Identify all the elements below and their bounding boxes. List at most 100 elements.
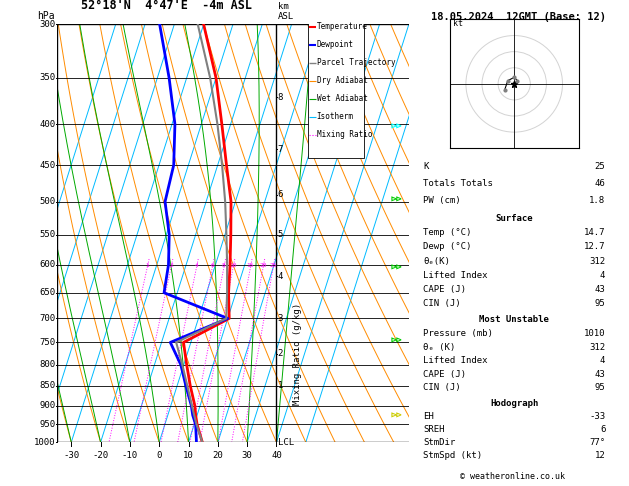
Text: 550: 550 [39,230,55,239]
Text: Isotherm: Isotherm [317,112,353,122]
Text: 10: 10 [183,451,194,460]
Text: 25: 25 [269,263,277,268]
Text: 4: 4 [194,263,198,268]
Text: 600: 600 [39,260,55,269]
Text: ⊳⊳: ⊳⊳ [391,194,403,204]
Text: 52°18'N  4°47'E  -4m ASL: 52°18'N 4°47'E -4m ASL [81,0,252,12]
Text: 300: 300 [39,20,55,29]
Text: Pressure (mb): Pressure (mb) [423,329,493,338]
Text: -33: -33 [589,412,605,421]
Text: 1: 1 [145,263,149,268]
Text: Totals Totals: Totals Totals [423,179,493,188]
Text: hPa: hPa [38,11,55,21]
Text: Parcel Trajectory: Parcel Trajectory [317,58,396,67]
Text: Hodograph: Hodograph [490,399,538,408]
Text: kt: kt [453,19,463,28]
Text: K: K [423,162,428,171]
Text: Most Unstable: Most Unstable [479,315,549,324]
Text: 4: 4 [600,356,605,365]
Text: 8: 8 [277,93,283,102]
Text: CAPE (J): CAPE (J) [423,285,466,294]
Text: 8: 8 [222,263,226,268]
Text: 77°: 77° [589,438,605,447]
Text: CIN (J): CIN (J) [423,383,460,392]
Text: 450: 450 [39,160,55,170]
Text: θₑ(K): θₑ(K) [423,257,450,266]
Text: 46: 46 [594,179,605,188]
Text: 30: 30 [242,451,253,460]
Text: -20: -20 [92,451,109,460]
Text: 4: 4 [600,271,605,280]
Text: 4: 4 [277,272,283,281]
Text: Lifted Index: Lifted Index [423,356,487,365]
Text: 1010: 1010 [584,329,605,338]
Text: 500: 500 [39,197,55,206]
Text: © weatheronline.co.uk: © weatheronline.co.uk [460,472,565,481]
Text: StmDir: StmDir [423,438,455,447]
Text: 43: 43 [594,370,605,379]
Text: Temp (°C): Temp (°C) [423,228,472,237]
Text: Lifted Index: Lifted Index [423,271,487,280]
Text: 3: 3 [277,314,283,323]
Text: 6: 6 [210,263,214,268]
Text: 1.8: 1.8 [589,196,605,205]
Text: Surface: Surface [496,214,533,223]
Text: Dry Adiabat: Dry Adiabat [317,76,368,85]
Text: 2: 2 [277,349,283,358]
Text: StmSpd (kt): StmSpd (kt) [423,451,482,460]
Text: EH: EH [423,412,434,421]
Text: PW (cm): PW (cm) [423,196,460,205]
Text: 312: 312 [589,257,605,266]
Bar [308,21,364,158]
Text: -30: -30 [63,451,79,460]
Text: 1: 1 [277,382,283,390]
Text: Mixing Ratio: Mixing Ratio [317,130,372,139]
Text: 650: 650 [39,288,55,297]
Text: 12: 12 [594,451,605,460]
Text: 350: 350 [39,73,55,82]
Text: 800: 800 [39,360,55,369]
Text: km
ASL: km ASL [277,2,294,21]
Text: 6: 6 [600,425,605,434]
Text: 14.7: 14.7 [584,228,605,237]
Text: Wet Adiabat: Wet Adiabat [317,94,368,104]
Text: Dewpoint: Dewpoint [317,40,353,49]
Text: Mixing Ratio (g/kg): Mixing Ratio (g/kg) [292,302,302,405]
Text: 1000: 1000 [33,438,55,447]
Text: 43: 43 [594,285,605,294]
Text: 20: 20 [213,451,223,460]
Text: 95: 95 [594,299,605,309]
Text: 750: 750 [39,338,55,347]
Text: Dewp (°C): Dewp (°C) [423,243,472,251]
Text: 850: 850 [39,382,55,390]
Text: 700: 700 [39,314,55,323]
Text: 950: 950 [39,420,55,429]
Text: ⊳⊳: ⊳⊳ [391,262,403,272]
Text: 95: 95 [594,383,605,392]
Text: 20: 20 [259,263,267,268]
Text: LCL: LCL [277,438,294,447]
Text: 400: 400 [39,120,55,129]
Text: 15: 15 [247,263,254,268]
Text: 6: 6 [277,190,283,199]
Text: SREH: SREH [423,425,445,434]
Text: 10: 10 [230,263,237,268]
Text: ⊳⊳: ⊳⊳ [391,335,403,345]
Text: 2: 2 [169,263,173,268]
Text: CIN (J): CIN (J) [423,299,460,309]
Text: 7: 7 [277,145,283,154]
Text: θₑ (K): θₑ (K) [423,343,455,351]
Text: 12.7: 12.7 [584,243,605,251]
Text: 312: 312 [589,343,605,351]
Text: 25: 25 [594,162,605,171]
Text: 18.05.2024  12GMT (Base: 12): 18.05.2024 12GMT (Base: 12) [431,12,606,22]
Text: 900: 900 [39,401,55,410]
Text: ⊳⊳: ⊳⊳ [391,122,403,131]
Text: CAPE (J): CAPE (J) [423,370,466,379]
Text: 5: 5 [277,230,283,239]
Text: 0: 0 [157,451,162,460]
Text: ⊳⊳: ⊳⊳ [391,411,403,420]
Text: Temperature: Temperature [317,22,368,31]
Text: 40: 40 [271,451,282,460]
Text: -10: -10 [122,451,138,460]
